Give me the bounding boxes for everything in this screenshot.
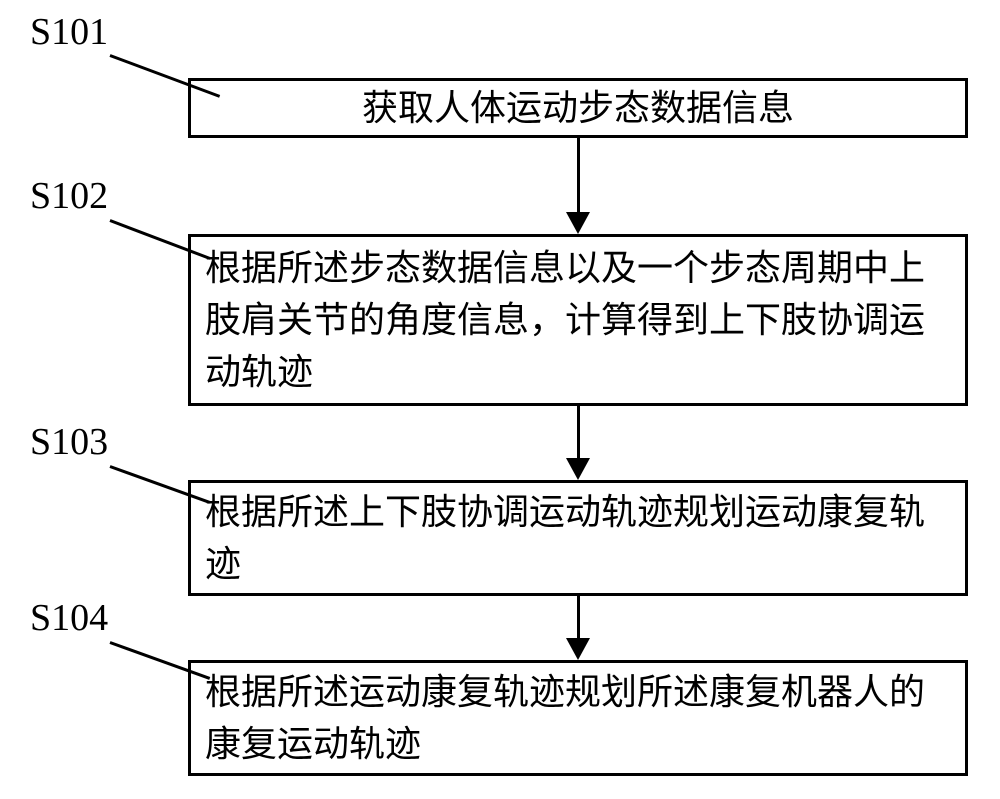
flow-step-text: 根据所述上下肢协调运动轨迹规划运动康复轨迹 (205, 486, 951, 590)
label-leader-line (109, 54, 220, 98)
arrow-head-icon (566, 458, 590, 480)
arrow-line (577, 596, 580, 638)
arrow-head-icon (566, 212, 590, 234)
flow-step-text: 根据所述步态数据信息以及一个步态周期中上肢肩关节的角度信息，计算得到上下肢协调运… (205, 242, 951, 399)
step-label-S101: S101 (30, 10, 108, 54)
flow-step-s1: 获取人体运动步态数据信息 (188, 78, 968, 138)
flow-step-s4: 根据所述运动康复轨迹规划所述康复机器人的康复运动轨迹 (188, 660, 968, 776)
flow-step-text: 获取人体运动步态数据信息 (205, 82, 951, 134)
step-label-S102: S102 (30, 174, 108, 218)
flow-step-s2: 根据所述步态数据信息以及一个步态周期中上肢肩关节的角度信息，计算得到上下肢协调运… (188, 234, 968, 406)
arrow-line (577, 406, 580, 458)
step-label-S103: S103 (30, 420, 108, 464)
flowchart-canvas: 获取人体运动步态数据信息根据所述步态数据信息以及一个步态周期中上肢肩关节的角度信… (0, 0, 1000, 799)
arrow-head-icon (566, 638, 590, 660)
flow-step-text: 根据所述运动康复轨迹规划所述康复机器人的康复运动轨迹 (205, 666, 951, 770)
arrow-line (577, 138, 580, 212)
step-label-S104: S104 (30, 596, 108, 640)
flow-step-s3: 根据所述上下肢协调运动轨迹规划运动康复轨迹 (188, 480, 968, 596)
